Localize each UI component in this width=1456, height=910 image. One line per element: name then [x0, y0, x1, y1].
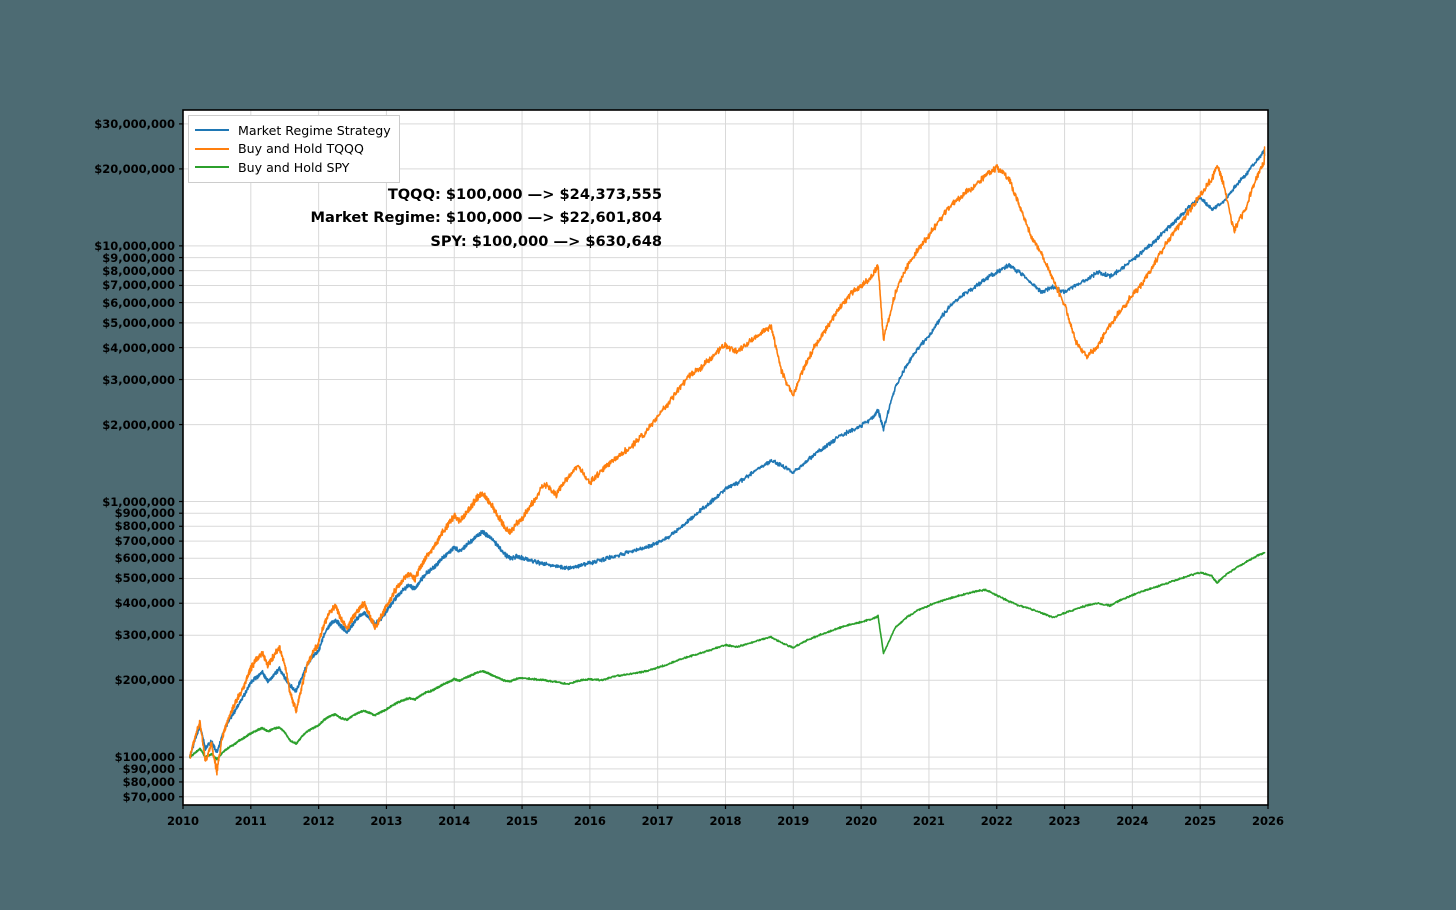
y-axis-tick-label: $800,000 — [114, 519, 175, 534]
y-axis-tick-label: $1,000,000 — [102, 494, 175, 509]
x-axis-tick-label: 2023 — [1048, 814, 1081, 828]
x-axis-tick-label: 2017 — [641, 814, 674, 828]
y-axis-tick-label: $3,000,000 — [102, 372, 175, 387]
legend-item: Buy and Hold SPY — [195, 158, 391, 177]
annotation-spy-result: SPY: $100,000 —> $630,648 — [430, 233, 662, 250]
legend-swatch-buy-and-hold-spy — [195, 166, 229, 169]
plot-frame — [182, 109, 1269, 806]
x-axis-tick-label: 2024 — [1116, 814, 1149, 828]
y-axis-tick-label: $20,000,000 — [94, 161, 175, 176]
y-axis-tick-label: $10,000,000 — [94, 238, 175, 253]
x-axis-tick-label: 2026 — [1251, 814, 1285, 828]
x-axis-tick-label: 2025 — [1184, 814, 1217, 828]
annotation-market-regime-result: Market Regime: $100,000 —> $22,601,804 — [310, 209, 662, 226]
y-axis-tick-label: $90,000 — [122, 761, 175, 776]
y-axis-tick-label: $6,000,000 — [102, 295, 175, 310]
y-axis-tick-label: $300,000 — [114, 628, 175, 643]
y-axis-tick-label: $7,000,000 — [102, 278, 175, 293]
x-axis-tick-label: 2015 — [506, 814, 539, 828]
x-axis-tick-label: 2012 — [302, 814, 335, 828]
x-axis-tick-label: 2020 — [845, 814, 878, 828]
y-axis-tick-label: $5,000,000 — [102, 315, 175, 330]
annotation-tqqq-result: TQQQ: $100,000 —> $24,373,555 — [387, 186, 662, 203]
x-axis-tick-label: 2022 — [980, 814, 1013, 828]
legend-label-market-regime-strategy: Market Regime Strategy — [238, 122, 391, 138]
y-axis-tick-label: $70,000 — [122, 789, 175, 804]
legend-label-buy-and-hold-spy: Buy and Hold SPY — [238, 159, 350, 175]
x-axis-tick-label: 2011 — [234, 814, 267, 828]
legend-swatch-market-regime-strategy — [195, 129, 229, 132]
x-axis-tick-label: 2010 — [166, 814, 200, 828]
legend-swatch-buy-and-hold-tqqq — [195, 147, 229, 150]
x-axis-tick-label: 2021 — [912, 814, 945, 828]
y-axis-tick-label: $900,000 — [114, 506, 175, 521]
x-axis-tick-label: 2016 — [573, 814, 606, 828]
y-axis-tick-label: $100,000 — [114, 750, 175, 765]
y-axis-tick-label: $80,000 — [122, 774, 175, 789]
x-axis-tick-label: 2018 — [709, 814, 742, 828]
y-axis-tick-label: $600,000 — [114, 551, 175, 566]
y-axis-tick-label: $30,000,000 — [94, 116, 175, 131]
x-axis-tick-label: 2014 — [438, 814, 471, 828]
y-axis-tick-label: $4,000,000 — [102, 340, 175, 355]
series-line-buy-and-hold-tqqq — [190, 147, 1265, 775]
y-axis-tick-label: $2,000,000 — [102, 417, 175, 432]
y-axis-tick-label: $500,000 — [114, 571, 175, 586]
legend-label-buy-and-hold-tqqq: Buy and Hold TQQQ — [238, 141, 364, 157]
legend-item: Market Regime Strategy — [195, 121, 391, 140]
y-axis-tick-label: $9,000,000 — [102, 250, 175, 265]
y-axis-tick-label: $200,000 — [114, 673, 175, 688]
y-axis-tick-label: $400,000 — [114, 596, 175, 611]
y-axis-tick-label: $700,000 — [114, 534, 175, 549]
legend-item: Buy and Hold TQQQ — [195, 140, 391, 159]
y-axis-tick-label: $8,000,000 — [102, 263, 175, 278]
series-line-buy-and-hold-spy — [190, 553, 1265, 760]
x-axis-tick-label: 2013 — [370, 814, 403, 828]
x-axis-tick-label: 2019 — [777, 814, 810, 828]
chart-legend: Market Regime Strategy Buy and Hold TQQQ… — [188, 115, 400, 183]
data-series-group — [190, 147, 1265, 775]
